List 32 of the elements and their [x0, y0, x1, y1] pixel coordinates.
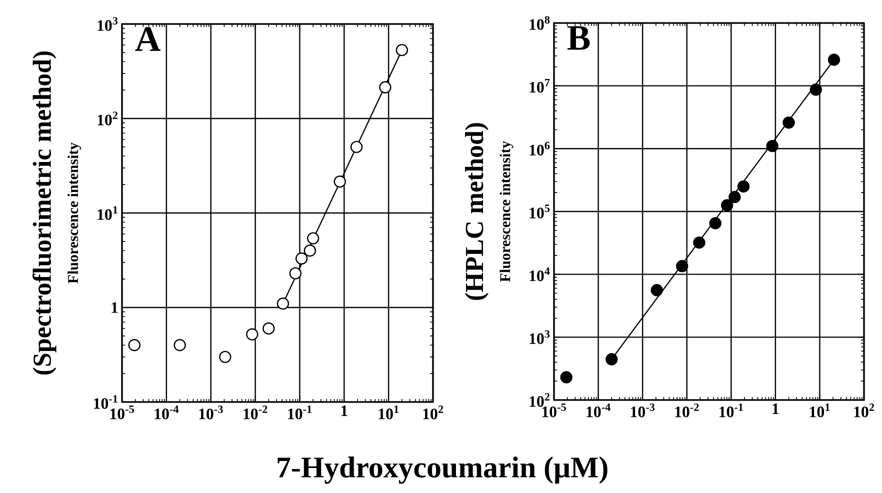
- x-tick-label: 10$^{-2}$: [244, 406, 268, 420]
- x-tick-label: 10$^{-4}$: [586, 404, 610, 418]
- text: (Spectrofluorimetric method): [32, 51, 56, 375]
- x-tick-label: 10$^{1}$: [378, 406, 399, 420]
- y-tick-label: 10$^{8}$: [530, 16, 550, 30]
- y-tick-label: 10$^{1}$: [98, 206, 118, 220]
- x-tick-label: 10$^{-3}$: [630, 404, 655, 418]
- x-tick-label: 10$^{1}$: [810, 404, 830, 418]
- x-axis-title: 7-Hydroxycoumarin (μM): [278, 456, 608, 484]
- y-tick-label: 10$^{3}$: [98, 17, 118, 31]
- y-tick-label: 10$^{3}$: [530, 330, 550, 344]
- x-tick-label: 10$^{-2}$: [675, 404, 699, 418]
- y-tick-label: 10$^{5}$: [530, 204, 550, 218]
- y-tick-label: 1: [112, 302, 118, 313]
- x-tick-label: 10$^{-5}$: [110, 406, 134, 420]
- x-tick-label: 10$^{-1}$: [720, 404, 743, 418]
- x-tick-label: 10$^{-4}$: [154, 406, 179, 420]
- y-axis-title: Fluorescence intensity: [500, 141, 514, 282]
- y-tick-label: 10$^{6}$: [530, 142, 550, 156]
- x-tick-label: 10$^{2}$: [854, 404, 874, 418]
- x-tick-label: 1: [772, 404, 779, 414]
- x-tick-label: 10$^{-1}$: [288, 406, 312, 420]
- x-tick-label: 1: [341, 406, 348, 416]
- y-axis-title: Fluorescence intensity: [68, 142, 82, 284]
- text: (HPLC method): [465, 123, 488, 300]
- x-tick-label: 10$^{-3}$: [199, 406, 223, 420]
- y-tick-label: 10$^{2}$: [98, 112, 118, 126]
- y-tick-label: 10$^{4}$: [530, 267, 550, 282]
- x-tick-label: 10$^{2}$: [423, 406, 444, 420]
- y-tick-label: 10$^{7}$: [530, 78, 550, 93]
- chart-title: A: [135, 27, 160, 51]
- chart-title: B: [567, 26, 590, 50]
